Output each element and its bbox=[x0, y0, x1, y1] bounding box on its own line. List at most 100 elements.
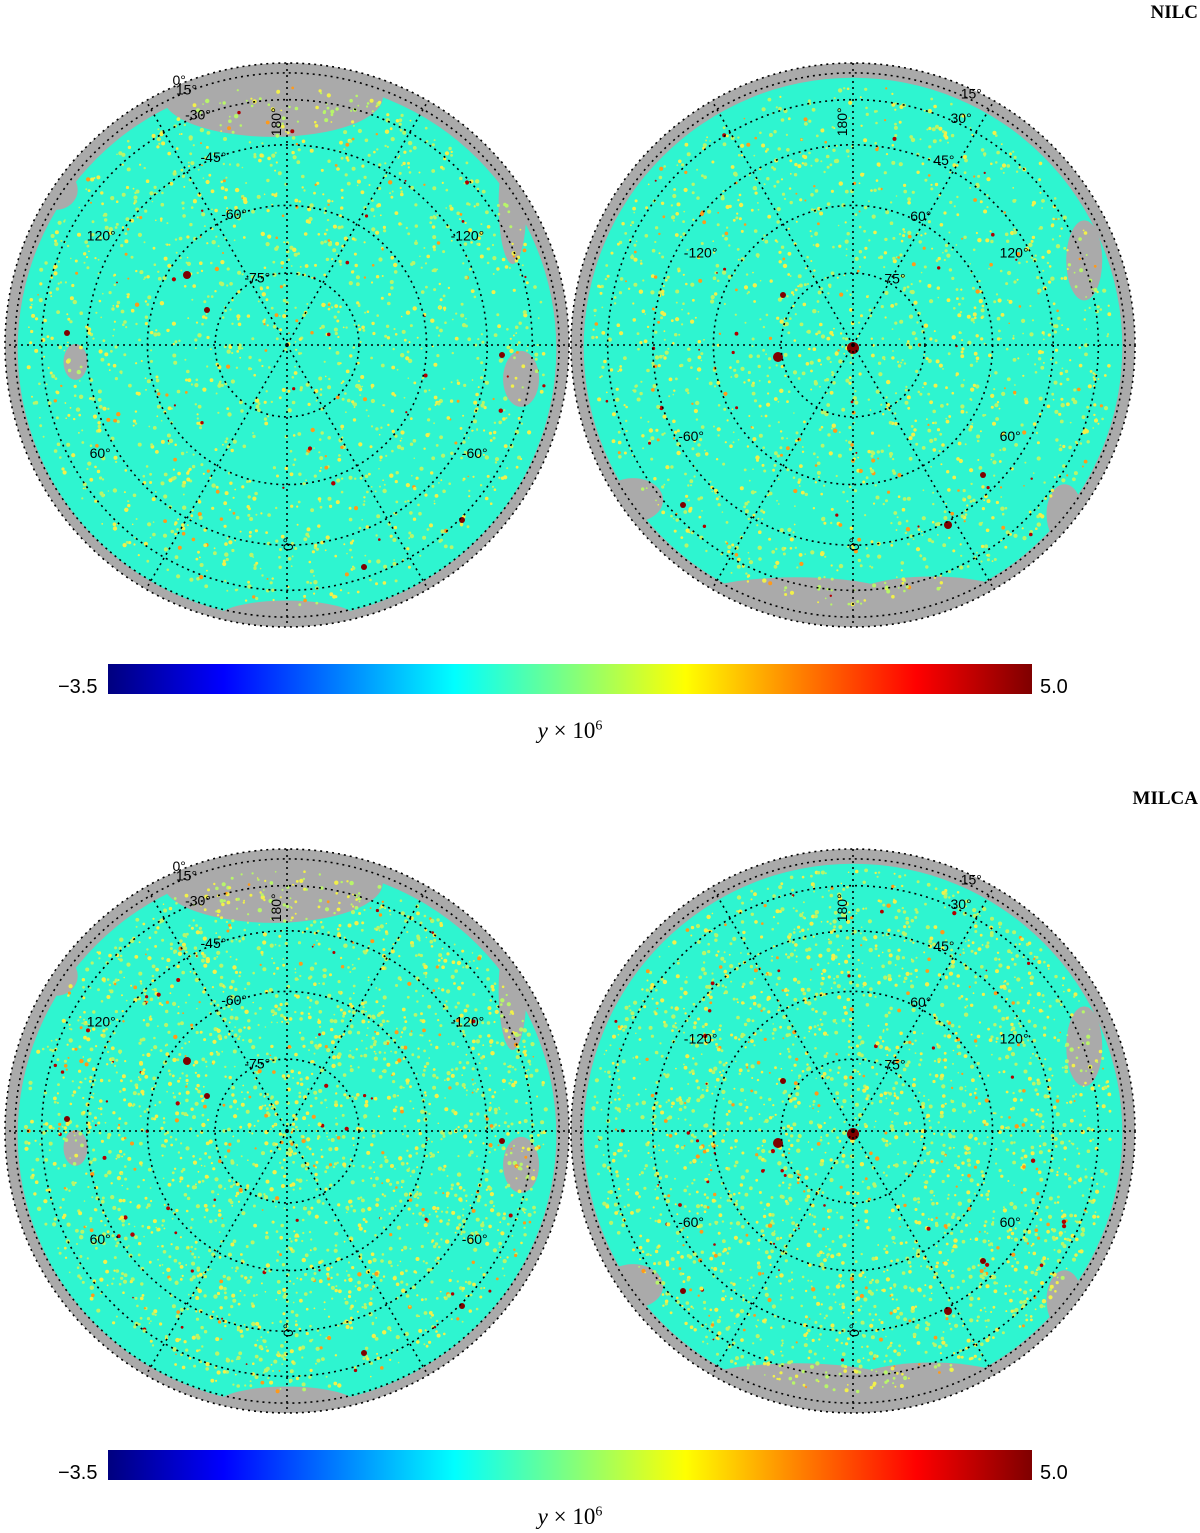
longitude-label: 0° bbox=[846, 538, 862, 551]
longitude-label: 60° bbox=[90, 445, 111, 461]
mask-region bbox=[162, 64, 383, 137]
mask-region bbox=[1066, 220, 1103, 301]
colorbar-max: 5.0 bbox=[1040, 1462, 1068, 1484]
longitude-label: -120° bbox=[451, 228, 485, 244]
latitude-label: -75° bbox=[244, 1055, 270, 1071]
y-signal-speckle bbox=[26, 86, 546, 607]
cluster-source bbox=[459, 517, 465, 523]
colorbar-min: −3.5 bbox=[58, 676, 98, 698]
latitude-label: 15° bbox=[176, 867, 197, 883]
latitude-label: 0° bbox=[173, 858, 186, 874]
longitude-label: -120° bbox=[684, 1031, 718, 1047]
mask-region bbox=[603, 478, 664, 523]
colorbar-label: y × 106 bbox=[537, 1504, 603, 1529]
longitude-label: 60° bbox=[1000, 1214, 1021, 1230]
mask-region bbox=[498, 144, 527, 264]
mask-region bbox=[33, 169, 78, 210]
mask-region bbox=[217, 600, 357, 626]
mask-region bbox=[1066, 1006, 1103, 1087]
south-pole-map: 0°15°-30°-45°-60°-75°180°120° -120°60° -60… bbox=[4, 848, 570, 1414]
latitude-labels: 15° 30° 45° 60° 75° bbox=[884, 85, 981, 286]
map-pair: 0°15°-30°-45°-60°-75°180°120° -120°60° -60… bbox=[4, 62, 1136, 628]
cluster-source bbox=[780, 1078, 786, 1084]
mask-region bbox=[1078, 937, 1107, 986]
latitude-label: 75° bbox=[884, 1057, 905, 1073]
colorbar-max: 5.0 bbox=[1040, 676, 1068, 698]
longitude-label: -120° bbox=[684, 245, 718, 261]
longitude-label: 120° bbox=[87, 1014, 116, 1030]
mask-region bbox=[33, 955, 78, 996]
longitude-label: 120° bbox=[87, 228, 116, 244]
latitude-labels: 0°15° -30° -45° -60° -75° bbox=[173, 858, 271, 1071]
longitude-label: 180° bbox=[268, 893, 284, 922]
cluster-source bbox=[773, 1138, 783, 1148]
latitude-label: 75° bbox=[884, 271, 905, 287]
panel-title: MILCA bbox=[1132, 788, 1198, 809]
longitude-label: -60° bbox=[678, 1214, 704, 1230]
cluster-source bbox=[183, 271, 191, 279]
cluster-source bbox=[204, 307, 210, 313]
south-pole-map: 0°15°-30°-45°-60°-75°180°120° -120°60° -60… bbox=[4, 62, 570, 628]
latitude-label: -60° bbox=[221, 206, 247, 222]
cluster-source bbox=[499, 1138, 505, 1144]
latitude-label: 30° bbox=[951, 110, 972, 126]
latitude-label: -75° bbox=[244, 269, 270, 285]
latitude-label: 15° bbox=[961, 871, 982, 887]
cluster-source bbox=[944, 521, 952, 529]
longitude-labels: 180° -120° 120° -60° 60° 0° bbox=[678, 107, 1028, 551]
mask-region bbox=[1046, 1270, 1083, 1331]
panel-title: NILC bbox=[1150, 2, 1198, 23]
latitude-label: 45° bbox=[933, 938, 954, 954]
longitude-labels: 180° -120° 120° -60° 60° 0° bbox=[678, 893, 1028, 1337]
milca-panel: MILCA 0° 15° -30° -45° -60° -75° 180° 120° -120°… bbox=[0, 786, 1200, 1533]
map-pair: 0°15°-30°-45°-60°-75°180°120° -120°60° -60… bbox=[4, 848, 1136, 1414]
longitude-label: 60° bbox=[1000, 428, 1021, 444]
cluster-source bbox=[980, 472, 986, 478]
mask-region bbox=[841, 1362, 1022, 1412]
latitude-label: 60° bbox=[910, 208, 931, 224]
north-pole-map: 15° 30° 45° 60° 75° 180° -120° 120° -60° 60° 0° bbox=[570, 62, 1136, 628]
mask-region bbox=[841, 576, 1022, 626]
cluster-source bbox=[980, 1258, 986, 1264]
colorbar-label: y × 106 bbox=[537, 718, 603, 743]
latitude-label: -60° bbox=[221, 992, 247, 1008]
longitude-label: 120° bbox=[1000, 1031, 1029, 1047]
latitude-label: 45° bbox=[933, 152, 954, 168]
longitude-label: 60° bbox=[90, 1231, 111, 1247]
longitude-label: 120° bbox=[1000, 245, 1029, 261]
y-signal-speckle bbox=[23, 870, 548, 1394]
colorbar-min: −3.5 bbox=[58, 1462, 98, 1484]
latitude-label: 15° bbox=[961, 85, 982, 101]
longitude-label: 180° bbox=[834, 893, 850, 922]
colorbar bbox=[108, 1450, 1032, 1480]
cluster-source bbox=[680, 502, 686, 508]
latitude-label: -45° bbox=[201, 935, 227, 951]
longitude-label: -60° bbox=[462, 445, 488, 461]
colorbar bbox=[108, 664, 1032, 694]
graticule bbox=[570, 848, 1136, 1414]
longitude-labels: 180° 120° -120° 60° -60° 0° bbox=[87, 107, 488, 551]
cluster-source bbox=[204, 1093, 210, 1099]
nilc-panel: NILC 0° 15° -30° -45° -60° -75° 180° 120° -120° 6… bbox=[0, 0, 1200, 766]
north-pole-map: 15° 30° 45° 60° 75° 180° -120° 120° -60° 60° 0° bbox=[570, 848, 1136, 1414]
cluster-source bbox=[361, 1350, 367, 1356]
cluster-source bbox=[183, 1057, 191, 1065]
cluster-source bbox=[773, 352, 783, 362]
longitude-label: -120° bbox=[451, 1014, 485, 1030]
latitude-label: 15° bbox=[176, 81, 197, 97]
latitude-label: 30° bbox=[951, 896, 972, 912]
latitude-label: -30° bbox=[185, 893, 211, 909]
longitude-label: -60° bbox=[462, 1231, 488, 1247]
longitude-label: 0° bbox=[280, 538, 296, 551]
latitude-labels: 15° 30° 45° 60° 75° bbox=[884, 871, 981, 1072]
mask-region bbox=[63, 1129, 88, 1166]
longitude-labels: 180° 120° -120° 60° -60° 0° bbox=[87, 893, 488, 1337]
graticule bbox=[4, 62, 570, 628]
latitude-labels: 0°15° -30° -45° -60° -75° bbox=[173, 72, 271, 285]
longitude-label: 0° bbox=[280, 1324, 296, 1337]
latitude-label: -45° bbox=[201, 149, 227, 165]
longitude-label: 180° bbox=[268, 107, 284, 136]
cluster-source bbox=[361, 564, 367, 570]
mask-region bbox=[217, 1386, 357, 1412]
mask-region bbox=[1078, 151, 1107, 200]
